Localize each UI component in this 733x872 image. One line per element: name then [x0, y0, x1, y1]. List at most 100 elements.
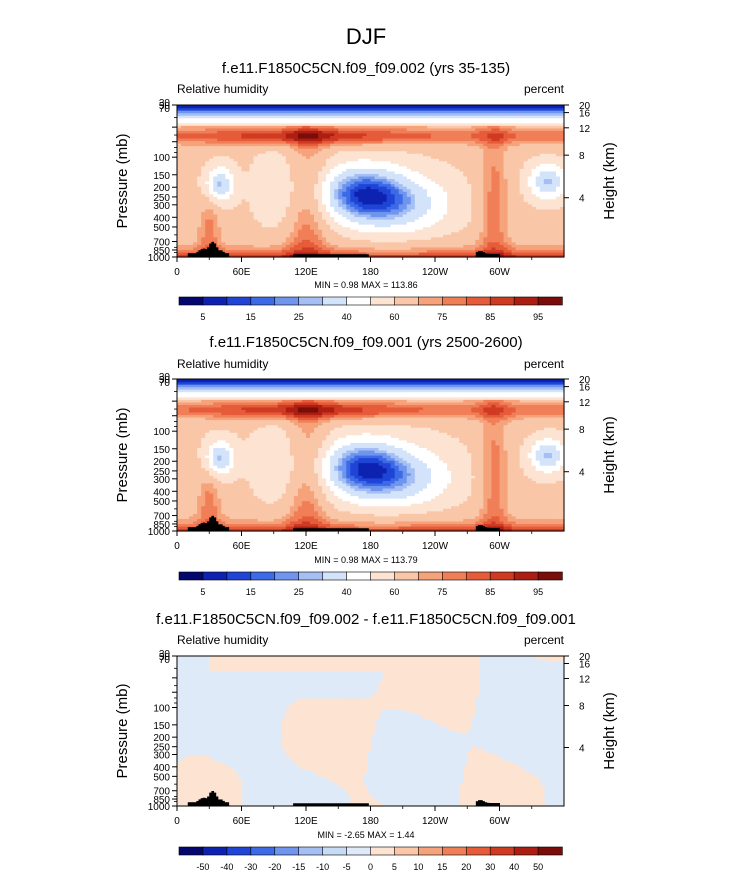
colorbar-box [250, 571, 276, 581]
panel-3-right-string: percent [524, 633, 565, 647]
panel-1-ylabel-right: Height (km) [601, 142, 618, 220]
colorbar-box [178, 571, 204, 581]
colorbar-box [370, 846, 396, 856]
y-tick-label: 300 [153, 751, 170, 762]
panel-1-terrain [187, 241, 500, 257]
colorbar-label: 50 [533, 862, 543, 872]
y-tick-label: 150 [153, 445, 170, 456]
colorbar-box [274, 571, 300, 581]
panel-1-right-string: percent [524, 82, 565, 96]
panel-2-x-axis: 0 60E 120E 180 120W 60W [174, 531, 533, 552]
y-tick-label: 70 [159, 104, 171, 115]
y-tick-label: 1000 [148, 802, 171, 813]
x-tick-label: 0 [174, 541, 180, 552]
panel-3-ylabel-right: Height (km) [601, 692, 618, 770]
y-tick-label: 250 [153, 743, 170, 754]
panel-1-x-axis: 0 60E 120E 180 120W 60W [174, 257, 533, 278]
panel-2-stats: MIN = 0.98 MAX = 113.79 [314, 555, 417, 565]
panel-3-x-axis: 0 60E 120E 180 120W 60W [174, 806, 533, 827]
y-tick-label: 300 [153, 475, 170, 486]
y-tick-label: 200 [153, 733, 170, 744]
y-tick-label: 30 [159, 649, 171, 660]
colorbar-label: 5 [200, 312, 205, 322]
right-tick-label: 12 [579, 675, 591, 686]
y-tick-label: 70 [159, 655, 171, 666]
y-tick-label: 100 [153, 427, 170, 438]
colorbar-box [465, 846, 491, 856]
right-tick-label: 20 [579, 375, 591, 386]
colorbar-label: 95 [533, 587, 543, 597]
colorbar-box [489, 846, 515, 856]
colorbar-box [298, 846, 324, 856]
y-tick-label: 100 [153, 704, 170, 715]
panel-3-terrain [187, 791, 500, 806]
panel-2: f.e11.F1850C5CN.f09_f09.001 (yrs 2500-26… [114, 334, 618, 597]
colorbar-box [537, 571, 563, 581]
y-tick-label: 50 [159, 652, 171, 663]
colorbar-label: 40 [342, 587, 352, 597]
colorbar-box [322, 296, 348, 306]
colorbar-label: 85 [485, 312, 495, 322]
colorbar-box [346, 846, 372, 856]
panel-1-stats: MIN = 0.98 MAX = 113.86 [314, 280, 417, 290]
y-tick-label: 150 [153, 171, 170, 182]
y-tick-label: 150 [153, 721, 170, 732]
y-tick-label: 200 [153, 457, 170, 468]
y-tick-label: 100 [153, 153, 170, 164]
y-tick-label: 850 [153, 246, 170, 257]
x-tick-label: 120W [422, 267, 449, 278]
y-tick-label: 500 [153, 772, 170, 783]
x-tick-label: 180 [362, 267, 379, 278]
panel-1-ylabel: Pressure (mb) [114, 133, 131, 228]
x-tick-label: 60W [489, 267, 510, 278]
y-tick-label: 200 [153, 183, 170, 194]
x-tick-label: 0 [174, 267, 180, 278]
y-tick-label: 50 [159, 375, 171, 386]
colorbar-label: 15 [246, 312, 256, 322]
colorbar-label: 5 [392, 862, 397, 872]
colorbar-box [178, 296, 204, 306]
colorbar-label: 60 [389, 312, 399, 322]
colorbar-box [442, 571, 467, 581]
colorbar-label: 85 [485, 587, 495, 597]
colorbar-box [465, 296, 491, 306]
x-tick-label: 60E [233, 267, 251, 278]
colorbar-label: 25 [294, 312, 304, 322]
panel-2-field [177, 379, 565, 532]
y-tick-label: 500 [153, 497, 170, 508]
colorbar-box [418, 571, 444, 581]
colorbar-box [370, 571, 396, 581]
panel-2-colorbar: 5 15 25 40 60 75 85 95 [178, 571, 563, 597]
colorbar-box [513, 296, 539, 306]
colorbar-box [250, 296, 276, 306]
panel-3-left-string: Relative humidity [177, 633, 268, 647]
colorbar-label: 15 [437, 862, 447, 872]
y-tick-label: 70 [159, 378, 171, 389]
y-tick-label: 300 [153, 201, 170, 212]
right-tick-label: 12 [579, 398, 591, 409]
colorbar-box [298, 571, 324, 581]
right-tick-label: 12 [579, 124, 591, 135]
colorbar-label: -50 [196, 862, 209, 872]
y-tick-label: 400 [153, 213, 170, 224]
colorbar-box [489, 571, 515, 581]
colorbar-label: 30 [485, 862, 495, 872]
x-tick-label: 0 [174, 816, 180, 827]
colorbar-box [489, 296, 515, 306]
panel-2-title: f.e11.F1850C5CN.f09_f09.001 (yrs 2500-26… [209, 334, 522, 351]
colorbar-box [513, 571, 539, 581]
main-title: DJF [346, 24, 386, 49]
colorbar-label: 5 [200, 587, 205, 597]
y-tick-label: 400 [153, 763, 170, 774]
x-tick-label: 120E [294, 541, 318, 552]
colorbar-box [465, 571, 491, 581]
colorbar-box [537, 846, 563, 856]
panel-2-terrain [187, 515, 500, 531]
y-tick-label: 250 [153, 467, 170, 478]
y-tick-label: 700 [153, 512, 170, 523]
colorbar-label: 75 [437, 587, 447, 597]
panel-3-field [177, 656, 565, 807]
panel-1-left-string: Relative humidity [177, 82, 268, 96]
